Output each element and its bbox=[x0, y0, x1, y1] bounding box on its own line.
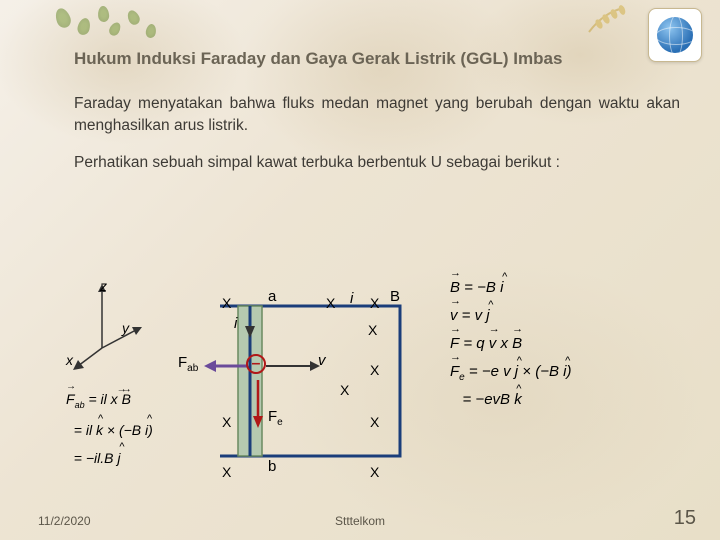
field-x-mark: X bbox=[222, 464, 231, 480]
leaf-icon bbox=[76, 17, 92, 37]
field-x-mark: X bbox=[222, 414, 231, 430]
negative-charge-icon: – bbox=[246, 354, 266, 374]
velocity-label: v bbox=[318, 352, 326, 369]
point-b-label: b bbox=[268, 458, 276, 475]
footer-page-number: 15 bbox=[674, 507, 696, 530]
paragraph-2: Perhatikan sebuah simpal kawat terbuka b… bbox=[74, 152, 680, 174]
leaf-icon bbox=[97, 6, 109, 23]
field-x-mark: X bbox=[370, 414, 379, 430]
footer-date: 11/2/2020 bbox=[38, 514, 91, 528]
slide-content: Hukum Induksi Faraday dan Gaya Gerak Lis… bbox=[74, 48, 680, 188]
field-x-mark: X bbox=[370, 362, 379, 378]
paragraph-1: Faraday menyatakan bahwa fluks medan mag… bbox=[74, 93, 680, 138]
field-x-mark: X bbox=[370, 295, 379, 311]
point-a-label: a bbox=[268, 288, 276, 305]
wheat-icon bbox=[584, 2, 644, 37]
leaf-icon bbox=[107, 20, 123, 37]
slide-title: Hukum Induksi Faraday dan Gaya Gerak Lis… bbox=[74, 48, 680, 71]
current-i-label: i bbox=[234, 315, 237, 332]
equations-right: →B = −B i →v = v j →F = q →v x →B →Fe = … bbox=[450, 274, 572, 414]
current-i2-label: i bbox=[350, 290, 353, 307]
field-x-mark: X bbox=[222, 295, 231, 311]
leaf-icon bbox=[53, 6, 73, 30]
slide-body: Faraday menyatakan bahwa fluks medan mag… bbox=[74, 93, 680, 174]
force-e-label: Fe bbox=[268, 408, 283, 428]
field-x-mark: X bbox=[368, 322, 377, 338]
field-x-mark: X bbox=[370, 464, 379, 480]
force-ab-label: Fab bbox=[178, 354, 198, 374]
leaf-icon bbox=[145, 23, 157, 39]
footer-institution: Stttelkom bbox=[335, 514, 385, 528]
field-x-mark: X bbox=[340, 382, 349, 398]
field-b-label: B bbox=[390, 288, 400, 305]
equations-left: → Fab = il →x →B = il k × (−B i) = −il.B… bbox=[66, 388, 153, 471]
leaf-icon bbox=[125, 8, 141, 26]
field-x-mark: X bbox=[326, 295, 335, 311]
diagram: z y x XXXXXXXXXX i i a b B v Fab Fe – bbox=[70, 280, 690, 510]
